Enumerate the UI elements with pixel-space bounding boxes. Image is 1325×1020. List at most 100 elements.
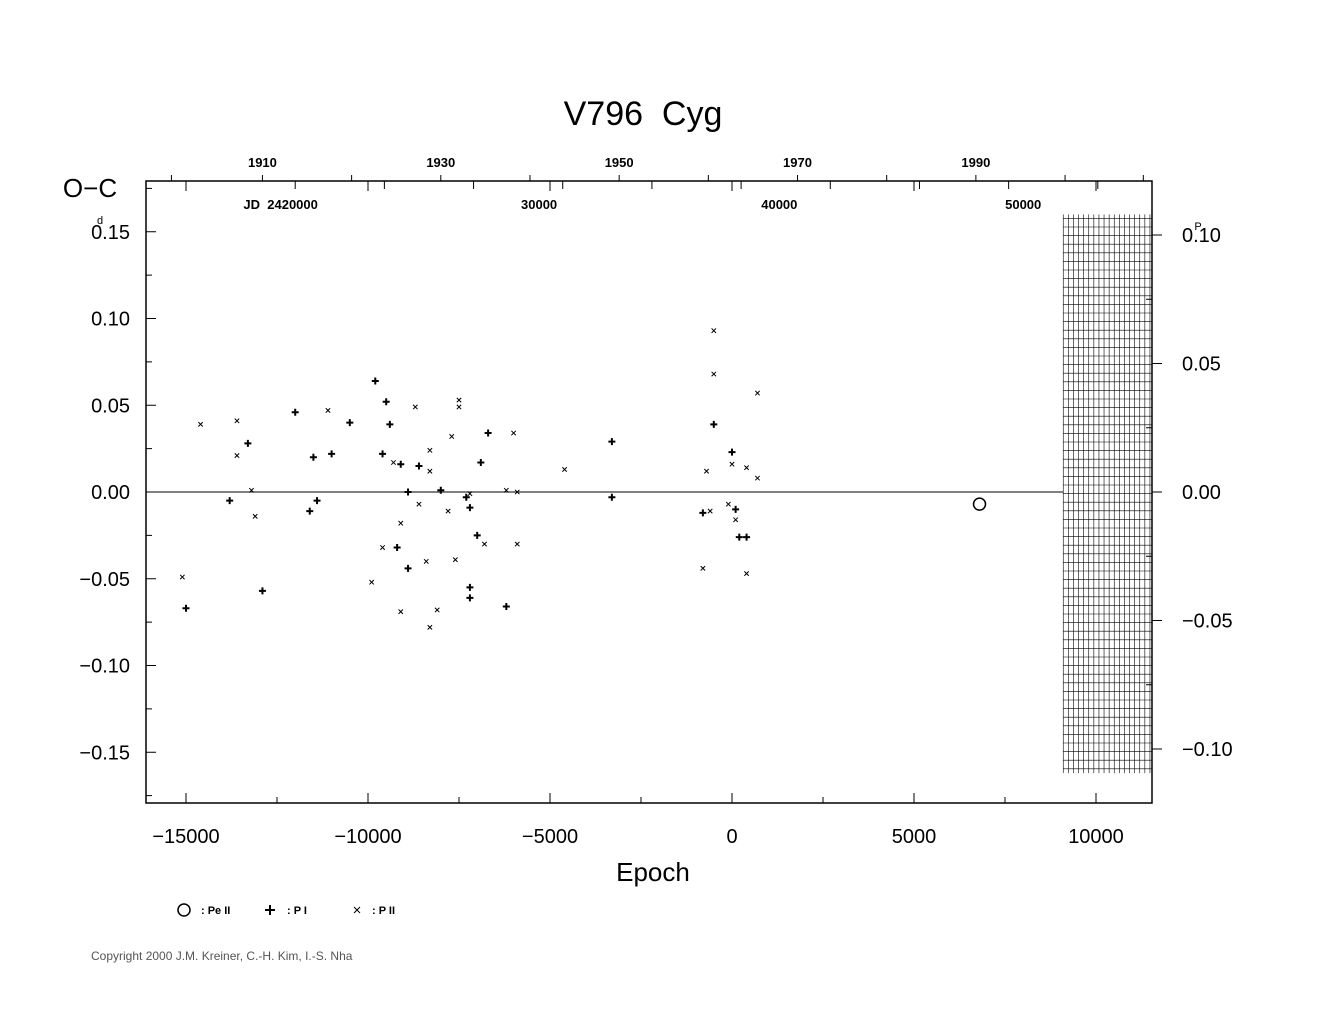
y-tick-label: 0.10: [91, 309, 130, 331]
legend-plus-marker: [265, 905, 275, 915]
legend-label-p1: : P I: [287, 905, 307, 917]
data-point-cross: [398, 609, 404, 615]
series-p-ii: [179, 328, 761, 630]
data-point-cross: [707, 508, 713, 514]
year-tick-label: 1930: [426, 155, 455, 170]
x-tick-label: −5000: [522, 826, 578, 848]
jd-label: 50000: [1005, 197, 1041, 212]
x-tick-label: 0: [726, 826, 737, 848]
data-point-cross: [179, 574, 185, 580]
data-point-plus: [735, 533, 743, 541]
data-point-plus: [371, 377, 379, 385]
data-point-plus: [608, 438, 616, 446]
data-point-cross: [416, 501, 422, 507]
data-point-cross: [380, 544, 386, 551]
data-point-cross: [514, 541, 520, 547]
data-point-cross: [234, 453, 240, 459]
data-point-plus: [404, 564, 412, 572]
data-point-cross: [369, 579, 375, 585]
data-point-plus: [710, 420, 718, 428]
data-point-cross: [423, 558, 429, 564]
right-tick-label: −0.05: [1182, 611, 1233, 633]
data-point-cross: [434, 607, 440, 613]
y-tick-label: 0.00: [91, 482, 130, 504]
data-point-cross: [325, 407, 331, 414]
data-point-plus: [226, 497, 234, 505]
data-point-cross: [754, 390, 761, 396]
data-point-plus: [477, 459, 485, 467]
chart-title: V796 Cyg: [564, 95, 723, 133]
data-point-plus: [379, 450, 387, 458]
series-pe-ii: [972, 497, 987, 511]
year-tick-label: 1910: [248, 155, 277, 170]
y-axis-unit: d: [97, 215, 103, 227]
data-point-cross: [711, 328, 717, 334]
data-point-cross: [481, 541, 488, 547]
data-point-cross: [456, 404, 462, 410]
year-tick-label: 1950: [605, 155, 634, 170]
data-point-cross: [467, 491, 473, 497]
plot-area: −15000 −10000 −5000 0 5000 10000 0.15 0.10 0.05 0…: [79, 155, 1232, 848]
copyright-text: Copyright 2000 J.M. Kreiner, C.-H. Kim, …: [91, 949, 353, 963]
jd-label: JD 2420000: [243, 197, 317, 212]
data-point-cross: [427, 624, 433, 630]
data-point-cross: [711, 371, 717, 377]
data-point-plus: [382, 398, 390, 406]
data-point-cross: [412, 404, 418, 410]
data-point-plus: [291, 408, 299, 416]
data-point-plus: [466, 583, 474, 591]
data-point-cross: [733, 517, 739, 523]
right-tick-label: 0.05: [1182, 354, 1221, 376]
y-tick-label: −0.10: [79, 656, 130, 678]
data-point-plus: [732, 505, 740, 513]
data-point-plus: [462, 493, 470, 501]
data-point-plus: [404, 488, 412, 496]
data-point-cross: [700, 565, 706, 571]
data-point-cross: [398, 520, 404, 526]
data-point-cross: [562, 466, 568, 472]
data-point-cross: [449, 433, 455, 440]
data-point-cross: [511, 430, 517, 436]
data-point-plus: [437, 486, 445, 494]
data-point-cross: [445, 508, 451, 514]
data-point-plus: [608, 493, 616, 501]
data-point-cross: [248, 487, 255, 493]
y-tick-label: −0.15: [79, 742, 130, 764]
data-point-plus: [309, 453, 317, 461]
data-point-cross: [390, 459, 397, 466]
data-point-plus: [699, 509, 707, 517]
data-point-plus: [258, 587, 266, 595]
data-point-plus: [484, 429, 492, 437]
jd-label: 30000: [521, 197, 557, 212]
data-point-cross: [754, 475, 761, 481]
data-point-cross: [427, 468, 433, 474]
legend: : Pe II : P I : P II: [177, 903, 395, 917]
y-axis-title: O−C: [63, 173, 117, 203]
legend-label-pe2: : Pe II: [201, 905, 230, 917]
data-point-cross: [198, 421, 204, 427]
data-point-plus: [502, 603, 510, 611]
right-axis-unit: P: [1194, 221, 1201, 233]
legend-circle-marker: [177, 903, 191, 917]
right-tick-label: 0.10: [1182, 225, 1221, 247]
data-point-cross: [703, 468, 710, 474]
data-point-cross: [744, 465, 750, 471]
data-point-cross: [234, 418, 240, 424]
data-point-cross: [452, 557, 458, 563]
y-tick-label: 0.15: [91, 222, 130, 244]
data-point-plus: [244, 439, 252, 447]
data-point-plus: [386, 420, 394, 428]
data-point-cross: [725, 501, 731, 507]
data-point-cross: [729, 461, 735, 467]
jd-label: 40000: [761, 197, 797, 212]
data-point-plus: [743, 533, 751, 541]
data-point-plus: [306, 507, 314, 515]
data-point-plus: [415, 462, 423, 470]
data-point-circle: [972, 497, 987, 511]
year-tick-label: 1990: [961, 155, 990, 170]
x-tick-label: −10000: [334, 826, 401, 848]
data-point-cross: [514, 489, 520, 495]
y-tick-label: −0.05: [79, 569, 130, 591]
year-tick-label: 1970: [783, 155, 812, 170]
